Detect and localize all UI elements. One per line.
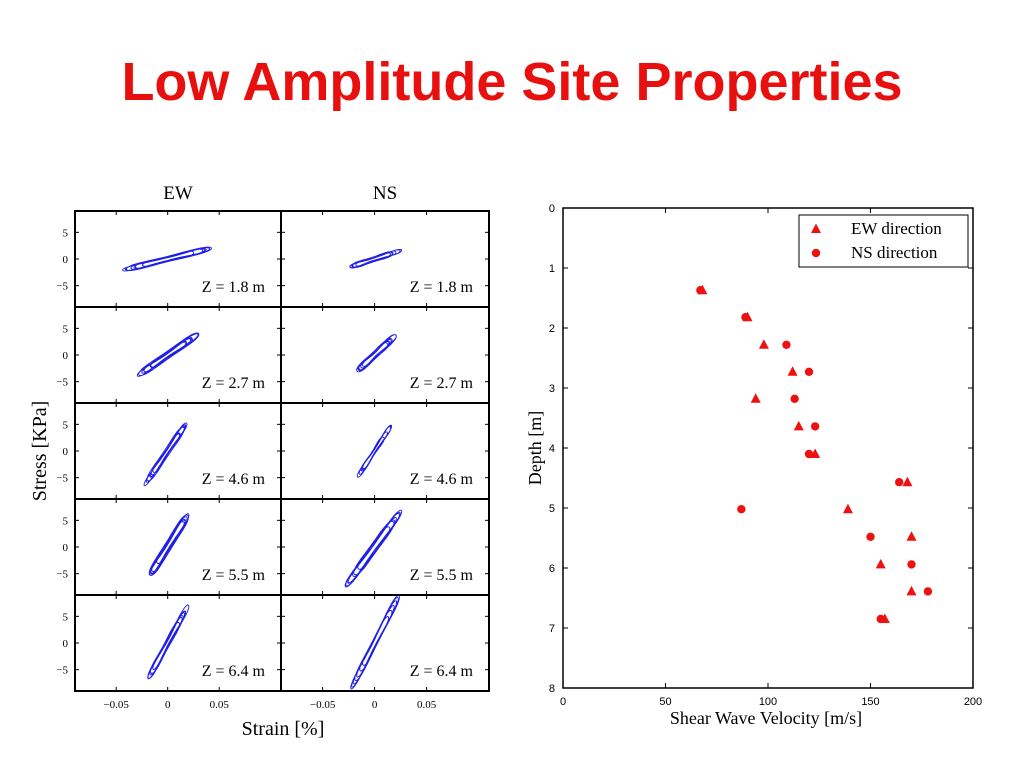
ew-point bbox=[906, 585, 917, 596]
y-tick-label: 4 bbox=[549, 443, 555, 455]
hysteresis-loop bbox=[143, 422, 188, 487]
hysteresis-loop bbox=[148, 513, 190, 576]
y-tick-label: 5 bbox=[63, 419, 69, 431]
y-axis-label: Depth [m] bbox=[525, 411, 545, 485]
ew-point bbox=[902, 476, 913, 487]
x-tick-label: −0.05 bbox=[103, 699, 129, 711]
y-tick-label: −5 bbox=[56, 473, 68, 485]
y-tick-label: −5 bbox=[56, 569, 68, 581]
ns-point bbox=[737, 505, 746, 514]
y-tick-label: 5 bbox=[549, 503, 555, 515]
ew-point bbox=[793, 420, 804, 431]
column-title: NS bbox=[373, 183, 397, 204]
depth-label: Z = 5.5 m bbox=[202, 567, 266, 584]
hysteresis-loop bbox=[147, 604, 190, 680]
x-tick-label: 150 bbox=[861, 696, 879, 708]
ns-point bbox=[741, 313, 750, 322]
depth-label: Z = 4.6 m bbox=[410, 471, 474, 488]
ns-point bbox=[923, 587, 933, 596]
hysteresis-loop bbox=[350, 594, 400, 690]
stress-strain-grid: EW NS −5 0 5 Z = 1.8 m Z = 1.8 m −5 0 5 Z = 2.7 m Z… bbox=[29, 183, 490, 740]
depth-label: Z = 4.6 m bbox=[202, 471, 266, 488]
y-tick-label: 0 bbox=[63, 254, 69, 266]
legend: EW direction NS direction bbox=[798, 214, 969, 268]
x-tick-label: 100 bbox=[759, 696, 777, 708]
depth-label: Z = 1.8 m bbox=[202, 279, 266, 296]
depth-label: Z = 2.7 m bbox=[410, 375, 474, 392]
y-tick-label: 0 bbox=[63, 638, 69, 650]
y-tick-label: 0 bbox=[63, 350, 69, 362]
x-tick-label: 0 bbox=[560, 696, 566, 708]
x-axis-label: Shear Wave Velocity [m/s] bbox=[670, 708, 862, 728]
y-tick-label: 3 bbox=[549, 383, 555, 395]
y-tick-label: 6 bbox=[549, 563, 555, 575]
hysteresis-loop bbox=[356, 334, 397, 373]
y-tick-label: 0 bbox=[549, 203, 555, 215]
legend-box bbox=[798, 214, 969, 268]
ns-point bbox=[782, 340, 791, 349]
ns-point bbox=[866, 532, 875, 541]
legend-marker bbox=[811, 223, 821, 233]
y-tick-label: 2 bbox=[549, 323, 555, 335]
legend-label: NS direction bbox=[851, 243, 938, 262]
ew-point bbox=[787, 366, 798, 376]
ew-point bbox=[875, 558, 886, 569]
ew-point bbox=[750, 393, 761, 403]
ns-point bbox=[876, 614, 885, 624]
y-tick-label: −5 bbox=[56, 281, 68, 293]
hysteresis-loop bbox=[122, 246, 212, 272]
depth-label: Z = 1.8 m bbox=[410, 279, 474, 296]
ew-point bbox=[758, 339, 769, 349]
hysteresis-loop bbox=[136, 332, 200, 377]
ns-point bbox=[804, 367, 814, 376]
y-tick-label: 8 bbox=[549, 683, 555, 695]
x-tick-label: −0.05 bbox=[310, 699, 336, 711]
y-axis-label: Stress [KPa] bbox=[29, 401, 51, 502]
x-tick-label: 200 bbox=[964, 696, 982, 708]
plot-frame bbox=[562, 207, 974, 689]
ns-point bbox=[895, 478, 904, 487]
hysteresis-loop bbox=[349, 248, 403, 269]
y-tick-label: 0 bbox=[63, 542, 69, 554]
y-tick-label: 0 bbox=[63, 446, 69, 458]
legend-marker bbox=[811, 248, 821, 258]
slide-title: Low Amplitude Site Properties bbox=[121, 52, 903, 112]
y-tick-label: −5 bbox=[56, 377, 68, 389]
y-tick-label: 7 bbox=[549, 623, 555, 635]
ew-point bbox=[906, 531, 917, 541]
ns-point bbox=[804, 449, 814, 459]
ew-point bbox=[842, 503, 853, 514]
y-tick-label: 5 bbox=[63, 611, 69, 623]
depth-label: Z = 2.7 m bbox=[202, 375, 266, 392]
hysteresis-loop bbox=[344, 509, 403, 588]
x-tick-label: 0.05 bbox=[417, 699, 437, 711]
ns-point bbox=[790, 394, 799, 403]
ns-point bbox=[810, 422, 820, 431]
x-tick-label: 0.05 bbox=[210, 699, 230, 711]
depth-label: Z = 6.4 m bbox=[202, 663, 266, 680]
x-tick-label: 0 bbox=[165, 699, 171, 711]
y-tick-label: 5 bbox=[63, 515, 69, 527]
ns-point bbox=[696, 286, 705, 295]
legend-label: EW direction bbox=[851, 219, 942, 238]
depth-label: Z = 5.5 m bbox=[410, 567, 474, 584]
x-tick-label: 0 bbox=[372, 699, 378, 711]
y-tick-label: 1 bbox=[549, 263, 555, 275]
y-tick-label: 5 bbox=[63, 323, 69, 335]
x-axis-label: Strain [%] bbox=[242, 718, 325, 740]
column-title: EW bbox=[163, 183, 193, 204]
x-tick-label: 50 bbox=[659, 696, 671, 708]
y-tick-label: −5 bbox=[56, 665, 68, 677]
velocity-profile-chart: 0 50 100 150 200 0 1 2 3 4 5 6 7 8 Shear Wave Velocity… bbox=[525, 203, 982, 728]
hysteresis-loop bbox=[356, 424, 393, 478]
depth-label: Z = 6.4 m bbox=[410, 663, 474, 680]
y-tick-label: 5 bbox=[63, 227, 69, 239]
ns-point bbox=[907, 560, 916, 569]
